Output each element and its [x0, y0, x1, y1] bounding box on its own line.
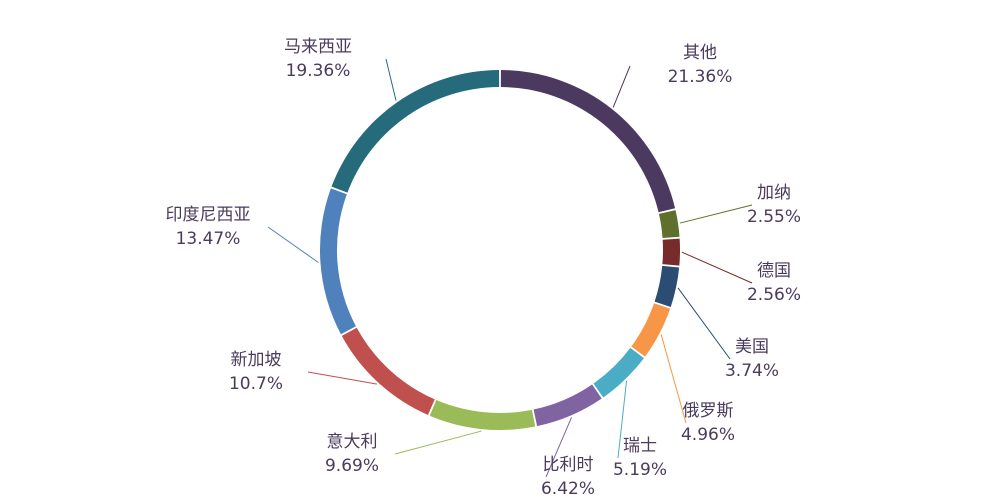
leader-line-0 — [612, 65, 631, 108]
leader-line-8 — [307, 371, 378, 385]
leader-line-1 — [679, 204, 753, 224]
slice-value-0: 21.36% — [668, 67, 733, 87]
slice-value-4: 4.96% — [681, 425, 735, 445]
slice-5[interactable] — [593, 347, 644, 398]
slice-value-9: 13.47% — [176, 229, 241, 249]
leader-line-6 — [545, 417, 573, 478]
slice-value-5: 5.19% — [613, 460, 667, 480]
slice-7[interactable] — [429, 400, 536, 430]
slice-10[interactable] — [331, 70, 500, 193]
slice-labels: 其他 21.36% 加纳 2.55% 德国 2.56% 美国 3.74% 俄罗斯 4.96% 瑞士 5… — [166, 37, 802, 499]
slice-1[interactable] — [658, 210, 680, 238]
slice-value-3: 3.74% — [725, 361, 779, 381]
slice-label-2: 德国 — [757, 261, 791, 281]
slice-label-8: 新加坡 — [231, 350, 282, 370]
slice-label-10: 马来西亚 — [284, 37, 352, 57]
slice-2[interactable] — [662, 238, 681, 266]
slice-value-10: 19.36% — [286, 61, 351, 81]
slice-value-6: 6.42% — [541, 479, 595, 499]
slice-label-1: 加纳 — [757, 183, 791, 203]
slice-8[interactable] — [341, 327, 435, 415]
slice-0[interactable] — [500, 70, 676, 213]
slice-label-7: 意大利 — [327, 432, 378, 452]
slice-6[interactable] — [533, 384, 602, 427]
slice-label-0: 其他 — [683, 43, 717, 63]
leader-line-9 — [267, 226, 319, 263]
slice-value-7: 9.69% — [325, 456, 379, 476]
leader-line-2 — [681, 251, 753, 284]
leader-line-3 — [677, 287, 731, 360]
slice-value-2: 2.56% — [747, 285, 801, 305]
slice-value-8: 10.7% — [229, 374, 283, 394]
slice-value-1: 2.55% — [747, 207, 801, 227]
leader-line-7 — [394, 430, 482, 455]
donut-slices — [320, 70, 681, 430]
leader-line-5 — [617, 380, 628, 459]
leader-lines — [267, 58, 753, 478]
slice-9[interactable] — [320, 188, 356, 335]
leader-line-10 — [385, 58, 397, 101]
slice-label-5: 瑞士 — [623, 436, 657, 456]
slice-label-3: 美国 — [735, 337, 769, 357]
slice-3[interactable] — [654, 265, 680, 307]
leader-line-4 — [660, 334, 687, 424]
slice-4[interactable] — [631, 303, 671, 357]
slice-label-4: 俄罗斯 — [683, 401, 734, 421]
slice-label-6: 比利时 — [543, 455, 594, 475]
slice-label-9: 印度尼西亚 — [166, 205, 251, 225]
